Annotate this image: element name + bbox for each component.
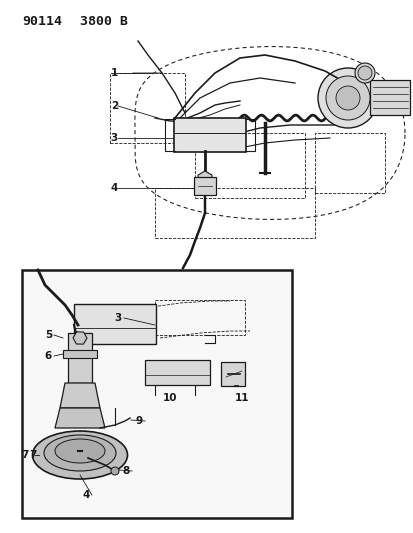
Bar [314,133,384,193]
FancyBboxPatch shape [221,362,244,386]
Circle shape [335,86,359,110]
Bar [22,270,291,518]
Ellipse shape [33,431,127,479]
FancyBboxPatch shape [74,304,156,344]
Ellipse shape [44,435,116,471]
Bar [145,360,209,385]
Text: 6: 6 [45,351,52,361]
Bar [194,177,216,195]
Polygon shape [60,383,100,408]
Bar [110,73,185,143]
Text: 4: 4 [110,183,118,193]
Ellipse shape [55,439,105,463]
Circle shape [111,467,119,475]
Text: 2: 2 [111,101,118,111]
Text: 5: 5 [45,330,52,340]
Bar [154,188,314,238]
Polygon shape [55,408,105,428]
Bar [68,333,92,383]
Text: 3800 B: 3800 B [80,15,128,28]
Text: 3: 3 [114,313,122,323]
Text: 90114: 90114 [22,15,62,28]
Circle shape [325,76,369,120]
Text: 11: 11 [235,393,249,403]
Bar [195,133,304,198]
Circle shape [357,66,371,80]
Bar [369,80,409,115]
Text: 4: 4 [83,490,90,500]
Bar [63,350,97,358]
FancyBboxPatch shape [173,118,245,152]
Text: 7: 7 [30,450,37,460]
Text: 9: 9 [135,416,142,426]
Bar [154,300,244,335]
Circle shape [354,63,374,83]
Text: 3: 3 [111,133,118,143]
Text: 1: 1 [111,68,118,78]
Circle shape [317,68,377,128]
Text: 10: 10 [163,393,177,403]
Text: 7: 7 [21,450,29,460]
Text: 8: 8 [122,466,130,476]
